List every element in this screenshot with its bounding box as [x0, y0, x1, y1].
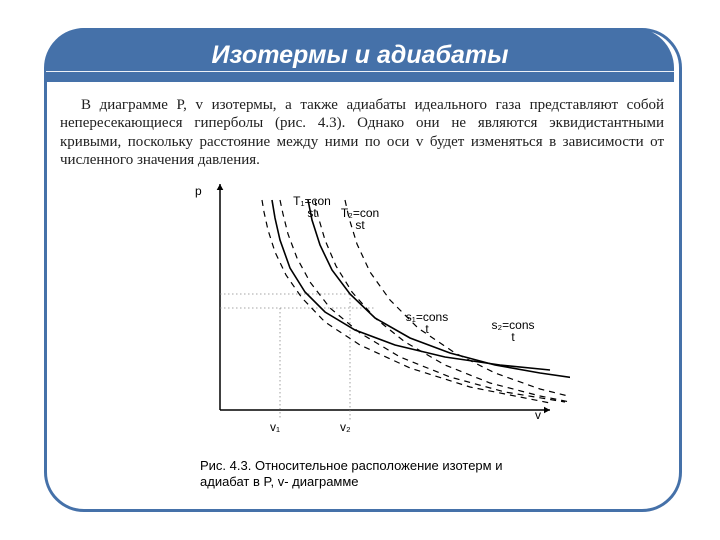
y-axis-label: p: [195, 184, 202, 198]
figure: p v v₁ v₂ T₁=con st T₂=con st s₁=cons t …: [180, 180, 570, 440]
figure-caption: Рис. 4.3. Относительное расположение изо…: [200, 458, 520, 489]
x-tick-v1: v₁: [270, 420, 280, 434]
t2-label-b: st: [338, 218, 382, 232]
body-paragraph: В диаграмме P, v изотермы, а также адиаб…: [60, 96, 664, 169]
slide-title: Изотермы и адиабаты: [212, 41, 509, 70]
s2-label-b: t: [488, 330, 538, 344]
t1-label-b: st: [290, 206, 334, 220]
title-bar: Изотермы и адиабаты: [46, 28, 674, 82]
x-tick-v2: v₂: [340, 420, 351, 434]
s1-label-b: t: [402, 322, 452, 336]
x-axis-label: v: [535, 408, 541, 422]
